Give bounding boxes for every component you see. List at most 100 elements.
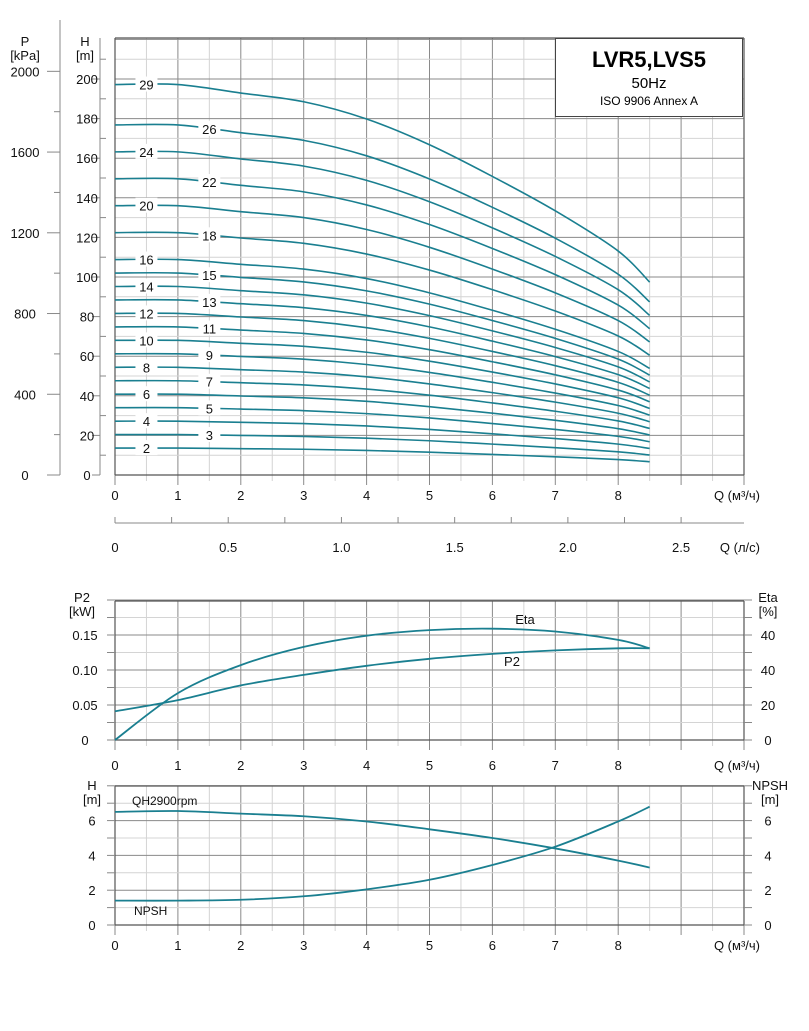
stage-label-bg	[198, 267, 221, 283]
x-tick-label: 4	[363, 938, 370, 953]
stage-curve-9	[114, 352, 650, 416]
standard-label: ISO 9906 Annex A	[599, 94, 699, 108]
x-tick-label: 4	[363, 758, 370, 773]
h-tick-label: 120	[76, 230, 98, 245]
p-tick-label: 800	[14, 307, 36, 322]
npsh-axis-title: NPSH	[752, 778, 788, 793]
p2-axis-title: P2	[74, 590, 90, 605]
stage-label-bg	[135, 332, 158, 348]
x2-tick-label: 2.5	[672, 540, 690, 555]
stage-curve-3	[114, 433, 650, 456]
npsh-tick-label: 6	[764, 814, 771, 829]
eta-curve-label: Eta	[515, 612, 535, 627]
x-tick-label: 1	[174, 938, 181, 953]
stage-curve-16	[114, 258, 651, 370]
x-tick-label: 2	[237, 488, 244, 503]
p2-curve	[114, 647, 650, 713]
x2-tick-label: 0	[111, 540, 118, 555]
h-tick-label: 80	[80, 310, 94, 325]
h-tick-label: 0	[88, 918, 95, 933]
h-tick-label: 140	[76, 191, 98, 206]
stage-label-16: 16	[139, 253, 153, 268]
eta-tick-label: 40	[761, 628, 775, 643]
x-tick-label: 5	[426, 938, 433, 953]
eta-axis-unit: [%]	[759, 604, 778, 619]
eta-tick-label: 20	[761, 698, 775, 713]
x-tick-label: 7	[552, 938, 559, 953]
h-tick-label: 40	[80, 389, 94, 404]
x-tick-label: 0	[111, 488, 118, 503]
stage-label-11: 11	[203, 321, 217, 336]
h-tick-label: 4	[88, 848, 95, 863]
stage-curve-14	[114, 285, 650, 383]
stage-label-22: 22	[202, 175, 216, 190]
x-axis-title: Q (м³/ч)	[714, 938, 760, 953]
h-tick-label: 160	[76, 151, 98, 166]
stage-label-26: 26	[202, 122, 216, 137]
stage-label-29: 29	[139, 78, 153, 93]
stage-label-bg	[135, 76, 158, 92]
x-tick-label: 7	[552, 758, 559, 773]
x-tick-label: 6	[489, 488, 496, 503]
stage-label-5: 5	[206, 401, 213, 416]
x-tick-label: 7	[552, 488, 559, 503]
eta-curve	[114, 627, 650, 741]
x2-tick-label: 2.0	[559, 540, 577, 555]
stage-label-2: 2	[143, 441, 150, 456]
stage-label-12: 12	[139, 306, 153, 321]
stage-label-7: 7	[206, 375, 213, 390]
stage-label-9: 9	[206, 348, 213, 363]
stage-label-bg	[198, 120, 221, 136]
h-tick-label: 20	[80, 428, 94, 443]
stage-curve-26	[114, 123, 651, 303]
stage-label-bg	[135, 305, 158, 321]
p-axis-title: P	[21, 34, 30, 49]
npsh-tick-label: 2	[764, 883, 771, 898]
stage-curve-6	[114, 393, 650, 436]
stage-curve-20	[114, 204, 651, 343]
x-tick-label: 2	[237, 938, 244, 953]
x-tick-label: 8	[615, 938, 622, 953]
qh-curve-label: QH2900rpm	[132, 794, 197, 808]
x-tick-label: 0	[111, 758, 118, 773]
stage-label-bg	[135, 251, 158, 267]
stage-label-bg	[135, 197, 158, 213]
x-tick-label: 4	[363, 488, 370, 503]
x-tick-label: 1	[174, 758, 181, 773]
h-tick-label: 0	[83, 468, 90, 483]
p2-axis-unit: [kW]	[69, 604, 95, 619]
p-tick-label: 2000	[11, 64, 40, 79]
eta-tick-label: 40	[761, 663, 775, 678]
h-tick-label: 180	[76, 112, 98, 127]
h-axis-unit: [m]	[76, 48, 94, 63]
x-tick-label: 8	[615, 758, 622, 773]
x-tick-label: 6	[489, 758, 496, 773]
stage-label-bg	[135, 386, 158, 402]
stage-curve-8	[114, 366, 650, 423]
title-box: LVR5,LVS5 50Hz ISO 9906 Annex A	[555, 38, 743, 117]
x-tick-label: 1	[174, 488, 181, 503]
qh-curve	[114, 810, 650, 869]
stage-label-20: 20	[139, 199, 153, 214]
p-tick-label: 0	[21, 468, 28, 483]
eta-axis-title: Eta	[758, 590, 778, 605]
npsh-tick-label: 0	[764, 918, 771, 933]
x-tick-label: 2	[237, 758, 244, 773]
h-tick-label: 60	[80, 349, 94, 364]
p-tick-label: 1600	[11, 145, 40, 160]
x-axis-title: Q (м³/ч)	[714, 488, 760, 503]
x-tick-label: 8	[615, 488, 622, 503]
stage-label-13: 13	[202, 295, 216, 310]
x-tick-label: 5	[426, 488, 433, 503]
h-tick-label: 6	[88, 814, 95, 829]
x2-tick-label: 0.5	[219, 540, 237, 555]
p2-tick-label: 0	[81, 733, 88, 748]
p-tick-label: 1200	[11, 226, 40, 241]
x-tick-label: 3	[300, 938, 307, 953]
stage-label-6: 6	[143, 387, 150, 402]
eta-tick-label: 0	[764, 733, 771, 748]
x2-axis-title: Q (л/с)	[720, 540, 760, 555]
h-tick-label: 100	[76, 270, 98, 285]
p2-tick-label: 0.05	[72, 698, 97, 713]
